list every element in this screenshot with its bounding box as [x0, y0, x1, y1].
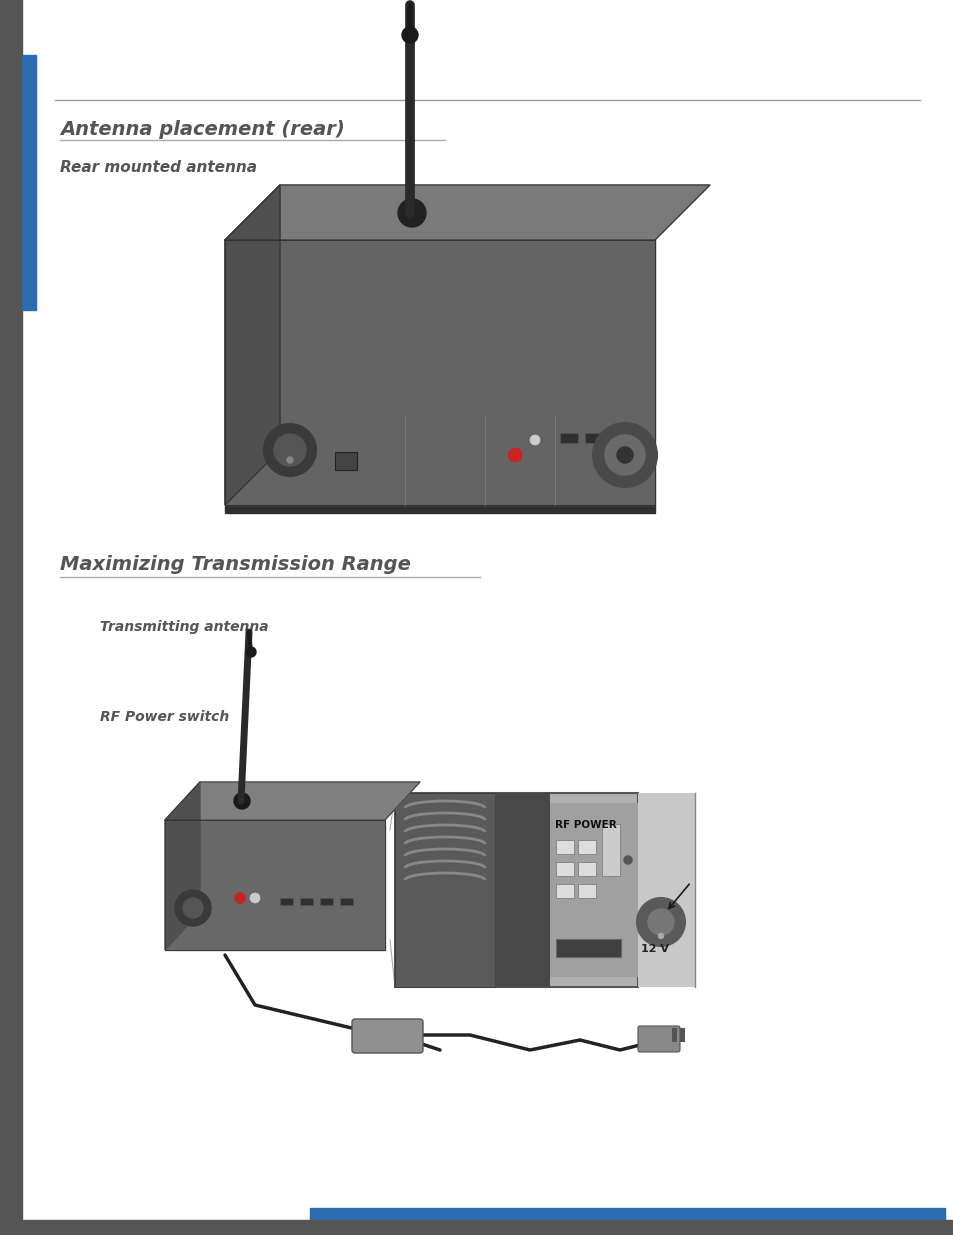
- Bar: [578, 862, 596, 876]
- Circle shape: [274, 433, 306, 466]
- Bar: [679, 1028, 684, 1042]
- Polygon shape: [225, 505, 655, 513]
- Circle shape: [593, 424, 657, 487]
- Bar: [335, 452, 356, 471]
- Circle shape: [234, 893, 245, 903]
- Bar: [584, 433, 602, 443]
- Bar: [495, 793, 550, 987]
- Text: Antenna placement (rear): Antenna placement (rear): [60, 120, 344, 140]
- Circle shape: [604, 435, 644, 475]
- Circle shape: [401, 27, 417, 43]
- Bar: [559, 433, 578, 443]
- Polygon shape: [225, 185, 280, 505]
- Circle shape: [287, 457, 293, 463]
- Bar: [310, 1208, 944, 1220]
- Circle shape: [233, 793, 250, 809]
- Polygon shape: [225, 185, 709, 240]
- Circle shape: [637, 898, 684, 946]
- Bar: [601, 824, 619, 876]
- Circle shape: [530, 435, 539, 445]
- Circle shape: [250, 893, 260, 903]
- Circle shape: [623, 856, 631, 864]
- Bar: [339, 898, 353, 905]
- FancyBboxPatch shape: [352, 1019, 422, 1053]
- Bar: [556, 939, 620, 957]
- Text: Rear mounted antenna: Rear mounted antenna: [60, 161, 256, 175]
- Circle shape: [183, 898, 203, 918]
- Circle shape: [507, 448, 521, 462]
- Bar: [0, 1220, 953, 1235]
- Text: RF POWER: RF POWER: [555, 820, 616, 830]
- Polygon shape: [165, 782, 419, 820]
- Bar: [319, 898, 333, 905]
- Text: Transmitting antenna: Transmitting antenna: [100, 620, 269, 634]
- Circle shape: [174, 890, 211, 926]
- Bar: [578, 840, 596, 853]
- Circle shape: [397, 199, 426, 227]
- Bar: [556, 840, 574, 853]
- Bar: [578, 884, 596, 898]
- Text: Maximizing Transmission Range: Maximizing Transmission Range: [60, 555, 411, 574]
- Polygon shape: [165, 782, 200, 950]
- Circle shape: [246, 647, 255, 657]
- Bar: [0, 0, 22, 1235]
- Polygon shape: [165, 820, 385, 950]
- Circle shape: [264, 424, 315, 475]
- Text: 12 V: 12 V: [640, 944, 668, 953]
- Bar: [395, 793, 638, 987]
- Text: RF Power switch: RF Power switch: [100, 710, 229, 724]
- Bar: [395, 793, 495, 987]
- Bar: [556, 884, 574, 898]
- Circle shape: [647, 909, 673, 935]
- Bar: [22, 56, 36, 310]
- Bar: [280, 898, 293, 905]
- Bar: [638, 793, 695, 987]
- Circle shape: [658, 934, 662, 939]
- Circle shape: [617, 447, 633, 463]
- Bar: [671, 1028, 677, 1042]
- Polygon shape: [225, 240, 655, 505]
- Bar: [556, 862, 574, 876]
- Bar: [550, 803, 695, 977]
- FancyBboxPatch shape: [638, 1026, 679, 1052]
- Bar: [299, 898, 313, 905]
